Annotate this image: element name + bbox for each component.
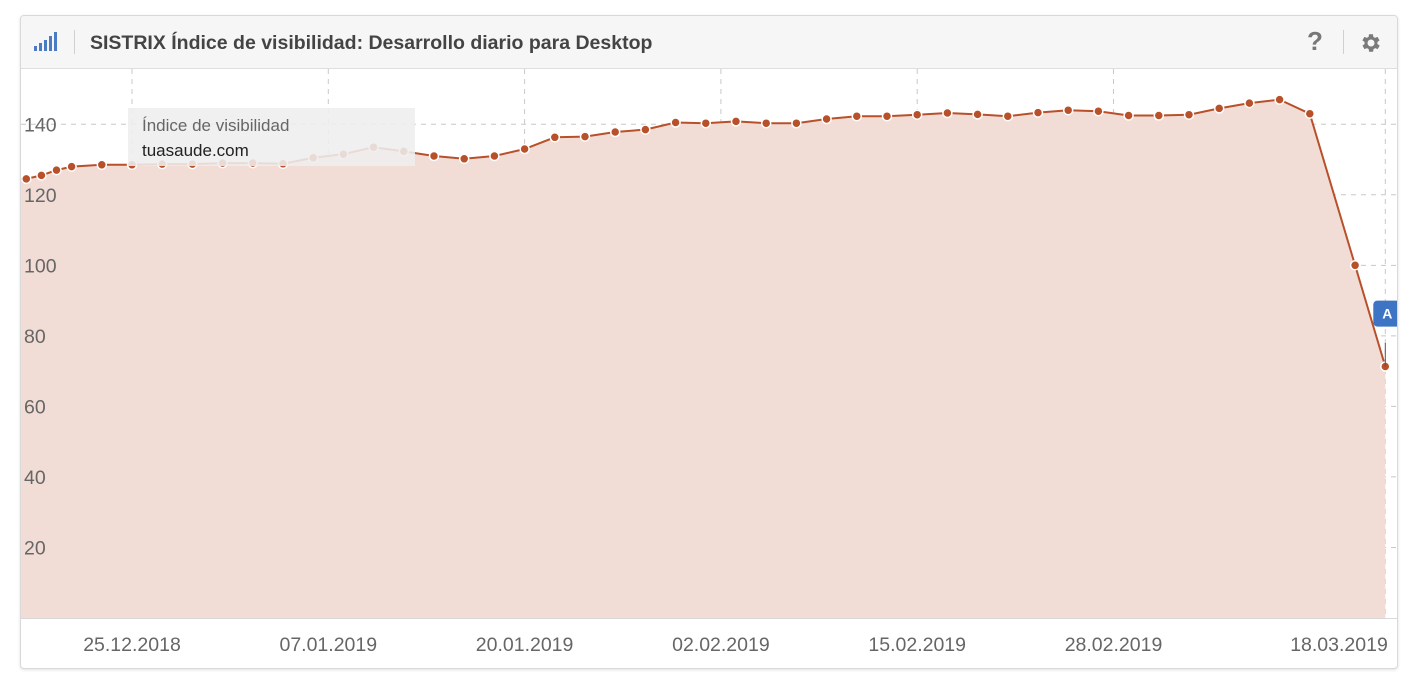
x-tick-label: 07.01.2019 xyxy=(279,634,377,656)
data-point xyxy=(66,161,77,172)
x-tick-label: 02.02.2019 xyxy=(672,634,770,656)
data-point xyxy=(549,132,561,143)
data-point xyxy=(730,116,742,127)
data-point xyxy=(791,117,802,129)
y-tick-label: 140 xyxy=(24,114,57,136)
data-point xyxy=(911,109,923,120)
data-point xyxy=(1062,104,1074,116)
tooltip-domain: tuasaude.com xyxy=(142,141,249,160)
y-axis: 20 40 60 80 100 120 140 xyxy=(24,114,57,559)
data-point xyxy=(519,143,530,155)
data-point xyxy=(760,117,772,129)
page-title: SISTRIX Índice de visibilidad: Desarroll… xyxy=(90,32,653,54)
data-point xyxy=(1093,105,1104,117)
y-tick-label: 60 xyxy=(24,396,46,418)
data-point xyxy=(1274,94,1285,105)
event-flag-label: A xyxy=(1382,306,1392,322)
header-divider xyxy=(74,30,75,54)
data-point xyxy=(670,117,681,128)
y-tick-label: 80 xyxy=(24,326,46,348)
data-point xyxy=(1002,110,1014,122)
help-icon[interactable]: ? xyxy=(1307,26,1323,56)
y-tick-label: 20 xyxy=(24,537,46,559)
tooltip: Índice de visibilidad tuasaude.com xyxy=(128,108,415,166)
y-tick-label: 100 xyxy=(24,255,57,277)
x-tick-label: 25.12.2018 xyxy=(83,634,181,656)
data-point xyxy=(1032,107,1044,118)
data-point xyxy=(700,117,712,129)
data-point xyxy=(1349,260,1361,271)
data-point xyxy=(489,150,500,162)
data-point xyxy=(1183,109,1195,120)
data-point xyxy=(579,131,591,142)
data-point xyxy=(428,150,440,162)
data-point xyxy=(942,107,953,119)
data-point xyxy=(36,170,47,181)
header-divider xyxy=(1343,30,1344,54)
event-flag[interactable]: A xyxy=(1373,300,1397,367)
y-tick-label: 120 xyxy=(24,185,57,207)
signal-bars-icon xyxy=(34,32,57,51)
data-point xyxy=(881,110,893,122)
tooltip-box xyxy=(128,108,415,166)
panel-header: SISTRIX Índice de visibilidad: Desarroll… xyxy=(21,16,1397,69)
event-flag-box[interactable] xyxy=(1373,300,1397,327)
visibility-chart: 20 40 60 80 100 120 140 25.12.2018 07.01.2019 20… xyxy=(21,69,1397,656)
data-point xyxy=(1213,103,1225,114)
x-tick-label: 20.01.2019 xyxy=(476,634,574,656)
data-point xyxy=(458,153,470,165)
x-axis: 25.12.2018 07.01.2019 20.01.2019 02.02.2019… xyxy=(21,618,1397,656)
tooltip-series-label: Índice de visibilidad xyxy=(142,116,289,135)
data-point xyxy=(1244,97,1255,109)
series-area xyxy=(21,99,1386,619)
data-point xyxy=(21,173,32,185)
data-point xyxy=(51,164,62,176)
data-point xyxy=(1123,110,1134,121)
data-point xyxy=(640,124,651,135)
x-tick-label: 15.02.2019 xyxy=(868,634,966,656)
data-point xyxy=(96,159,108,171)
x-tick-label: 18.03.2019 xyxy=(1290,634,1388,656)
y-tick-label: 40 xyxy=(24,467,46,489)
data-point xyxy=(821,113,832,125)
chart-panel: SISTRIX Índice de visibilidad: Desarroll… xyxy=(20,15,1398,669)
data-point xyxy=(851,110,863,122)
data-point xyxy=(972,109,983,120)
data-point xyxy=(609,126,621,138)
data-point xyxy=(1153,110,1165,121)
x-tick-label: 28.02.2019 xyxy=(1065,634,1163,656)
data-point xyxy=(1304,108,1316,119)
gear-icon[interactable] xyxy=(1359,31,1383,55)
